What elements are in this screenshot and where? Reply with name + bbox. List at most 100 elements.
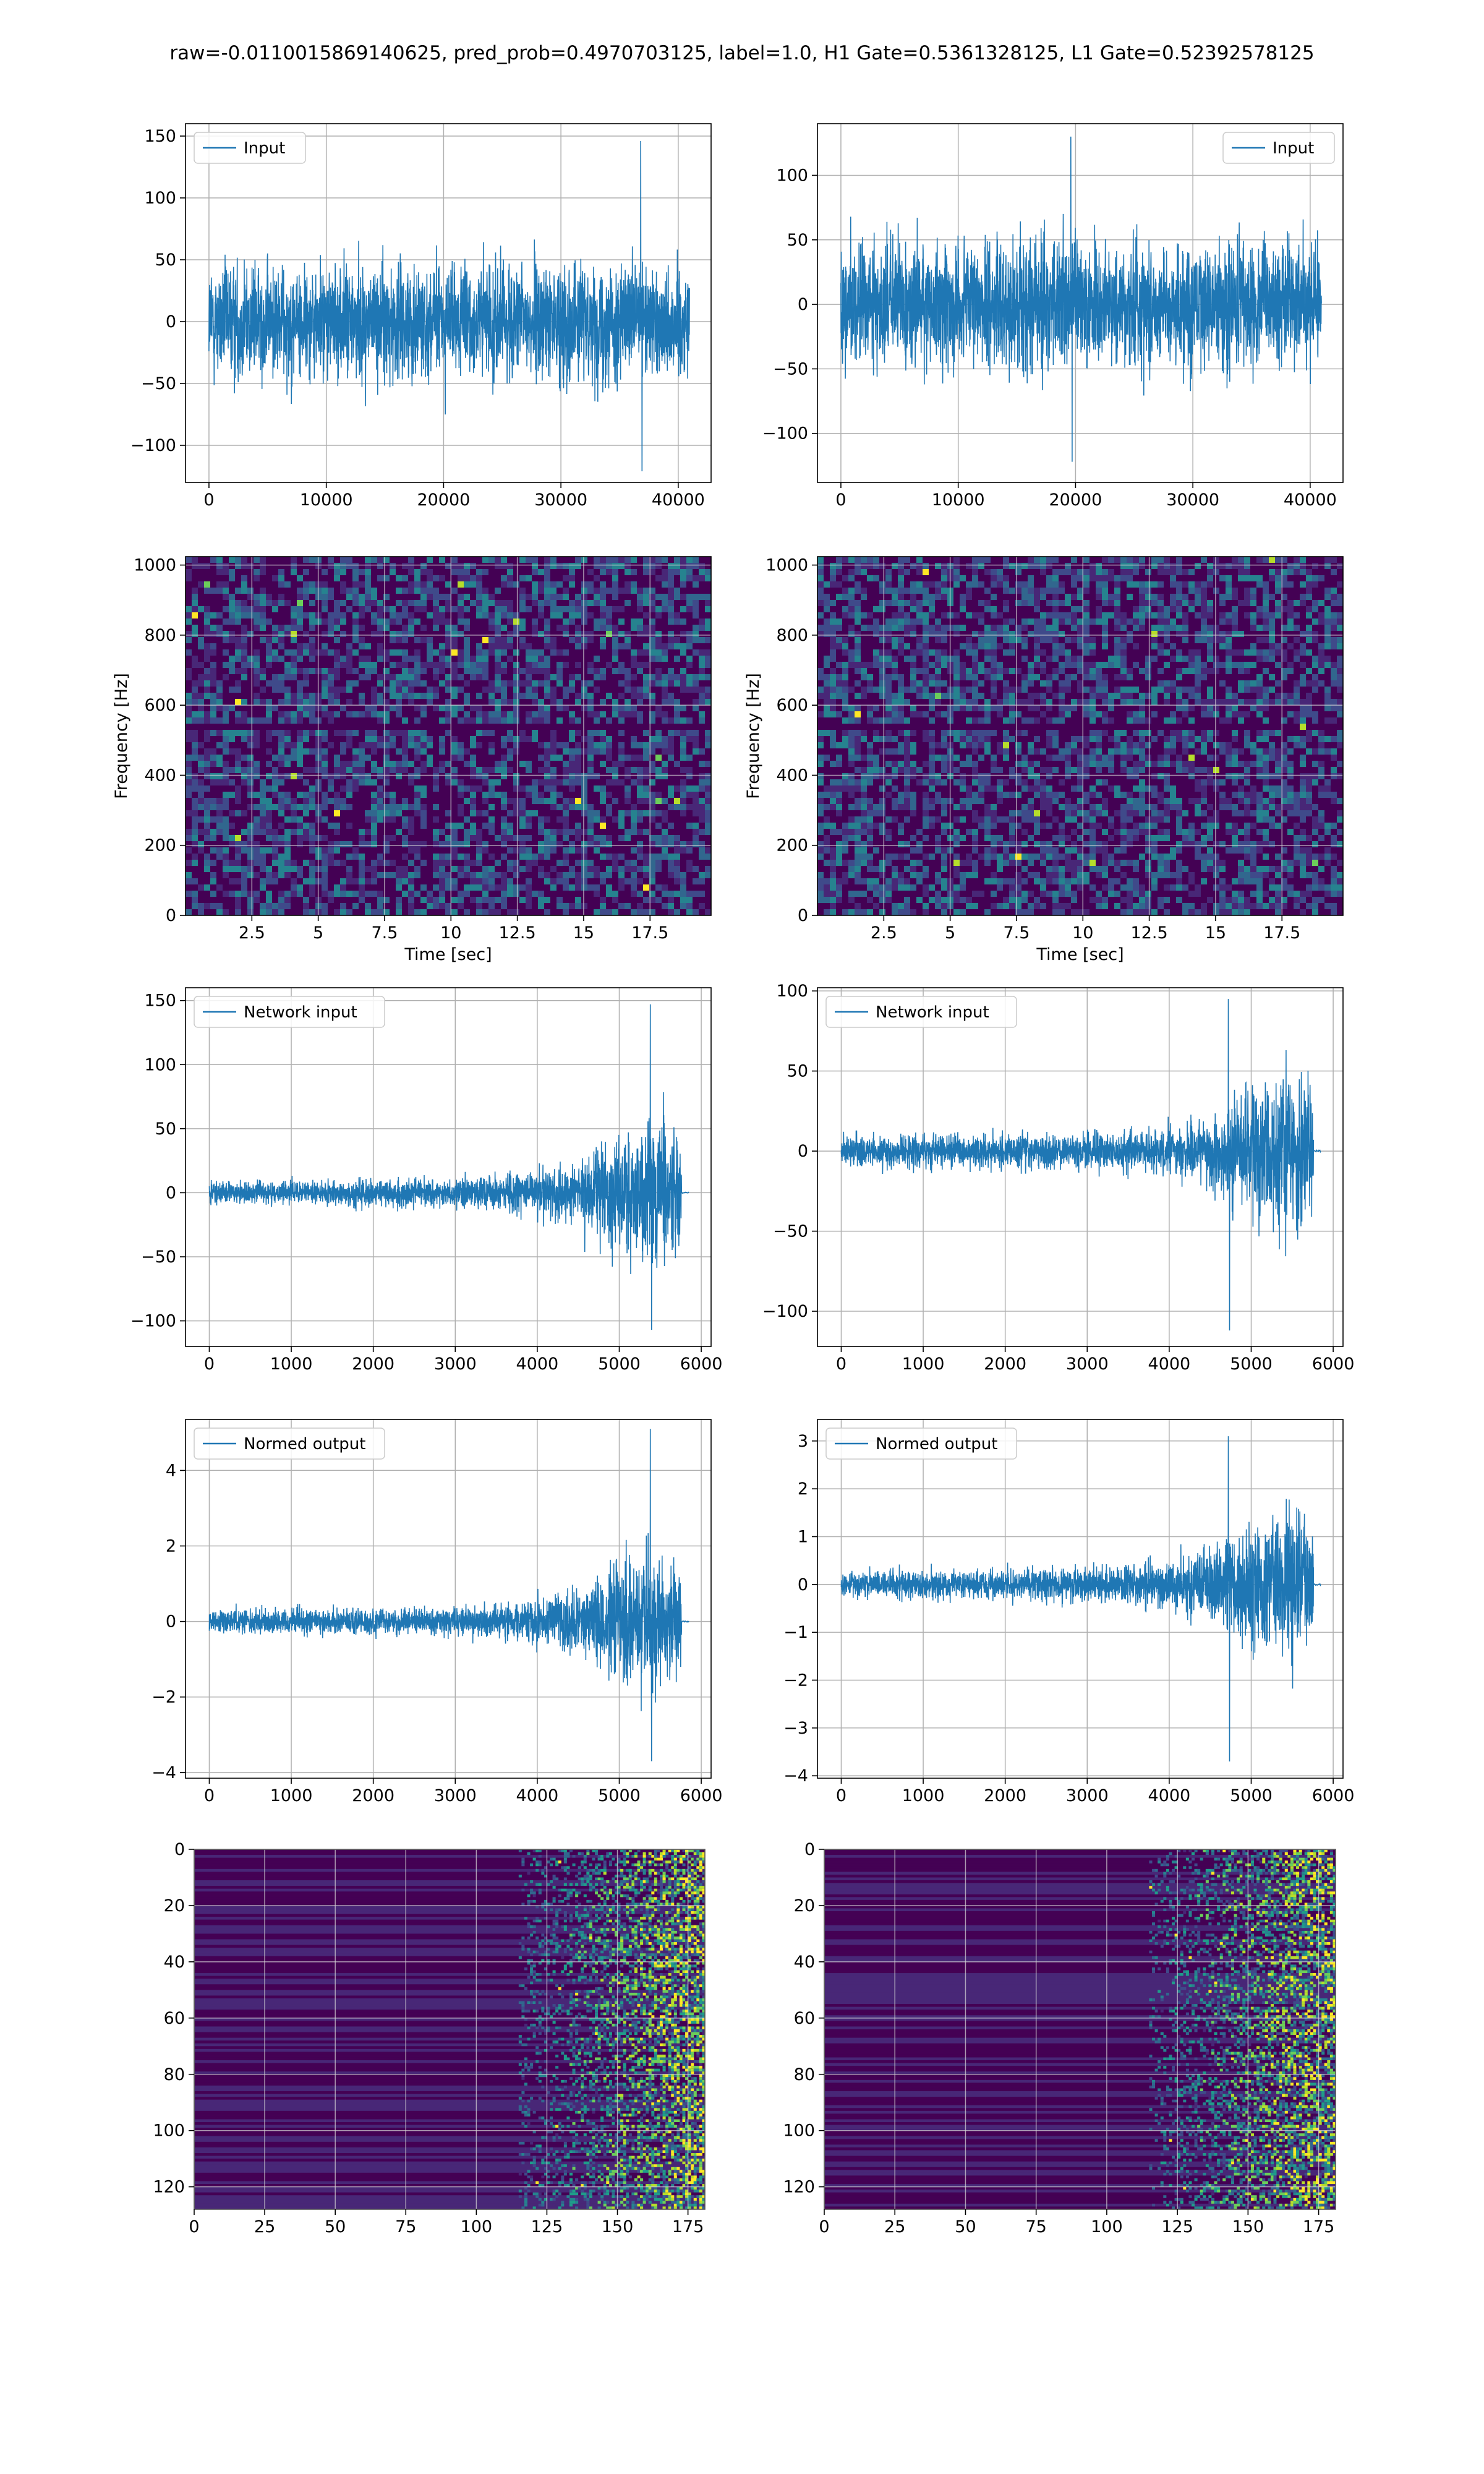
x-tick-label: 5000 (1230, 1786, 1273, 1805)
signal-line-input-left (208, 140, 690, 472)
x-tick-label: 3000 (1066, 1786, 1109, 1805)
x-tick-label: 20000 (1049, 490, 1102, 510)
y-tick-label: 200 (776, 836, 808, 855)
y-tick-label: −50 (773, 1222, 808, 1241)
x-tick-label: 7.5 (371, 923, 398, 943)
plot-area (817, 1419, 1343, 1778)
y-tick-label: 0 (166, 312, 176, 332)
legend-label: Network input (876, 1003, 989, 1022)
y-tick-label: 2 (798, 1479, 808, 1499)
chart-panel-normed-output-left: 0 1000 2000 3000 4000 5000 6000 −4 −2 0 2 4 Normed o… (151, 1419, 722, 1805)
y-tick-label: −50 (141, 1248, 176, 1267)
legend: Normed output (194, 1427, 385, 1460)
plot-area (817, 124, 1343, 482)
chart-panel-feature-map-right: 0 25 50 75 100 125 150 175 0 20 40 60 80 100 120 (783, 1840, 1336, 2236)
grid-lines (186, 988, 711, 1346)
y-tick-label: 600 (144, 696, 176, 715)
x-tick-label: 50 (325, 2217, 346, 2236)
feature-map-cells (824, 1849, 1336, 2209)
x-tick-label: 25 (884, 2217, 905, 2236)
x-tick-label: 0 (836, 1786, 846, 1805)
y-tick-label: −50 (773, 359, 808, 379)
signal-line-network-input-left (208, 1004, 689, 1330)
x-tick-label: 0 (204, 1355, 215, 1374)
axis-ticks: 0 25 50 75 100 125 150 175 0 20 40 60 80 100 120 (153, 1840, 704, 2236)
y-tick-label: 0 (166, 1612, 176, 1632)
y-tick-label: 400 (776, 766, 808, 785)
chart-panel-spectrogram-left: 2.5 5 7.5 10 12.5 15 17.5 0 200 400 600 800 1000 Time… (112, 556, 712, 964)
x-axis-label: Time [sec] (404, 945, 492, 964)
y-tick-label: 0 (166, 1183, 176, 1202)
x-tick-label: 17.5 (1263, 923, 1300, 943)
signal-line-normed-output-right (840, 1436, 1321, 1761)
x-tick-label: 5000 (598, 1355, 641, 1374)
axes-frame (185, 123, 712, 483)
x-tick-label: 0 (835, 490, 846, 510)
x-tick-label: 125 (531, 2217, 563, 2236)
y-tick-label: 20 (164, 1896, 185, 1915)
x-tick-label: 0 (189, 2217, 199, 2236)
chart-panel-network-input-right: 0 1000 2000 3000 4000 5000 6000 −100 −50 0 50 100 Ne… (762, 982, 1355, 1374)
y-tick-label: −4 (783, 1766, 808, 1786)
y-tick-label: 0 (798, 1575, 808, 1594)
y-tick-label: 0 (804, 1840, 815, 1859)
axes-frame (185, 556, 712, 916)
y-axis-label: Frequency [Hz] (112, 673, 131, 799)
x-tick-label: 25 (254, 2217, 275, 2236)
x-tick-label: 175 (1303, 2217, 1335, 2236)
axes-frame (817, 123, 1344, 483)
x-tick-label: 75 (1025, 2217, 1046, 2236)
x-tick-label: 15 (1205, 923, 1226, 943)
y-tick-label: 100 (776, 982, 808, 1001)
axis-ticks: 0 1000 2000 3000 4000 5000 6000 −4 −3 −2 −1 0 1 2 3 (783, 1432, 1354, 1805)
x-tick-label: 12.5 (499, 923, 536, 943)
y-tick-label: 800 (144, 626, 176, 645)
axis-ticks: 0 25 50 75 100 125 150 175 0 20 40 60 80 100 120 (783, 1840, 1334, 2236)
x-tick-label: 100 (1091, 2217, 1123, 2236)
x-tick-label: 10000 (300, 490, 353, 510)
feature-map-cells (194, 1849, 705, 2209)
x-tick-label: 150 (602, 2217, 634, 2236)
x-tick-label: 6000 (680, 1786, 723, 1805)
axis-ticks: 2.5 5 7.5 10 12.5 15 17.5 0 200 400 600 800 1000 (765, 556, 1300, 943)
signal-line-input-right (840, 136, 1322, 462)
y-tick-label: 1 (798, 1527, 808, 1546)
axis-ticks: 0 1000 2000 3000 4000 5000 6000 −100 −50 0 50 100 (762, 982, 1355, 1374)
y-axis-label: Frequency [Hz] (744, 673, 763, 799)
axes-frame (817, 987, 1344, 1347)
y-tick-label: 1000 (765, 556, 808, 575)
legend: Input (194, 132, 306, 164)
y-tick-label: 100 (153, 2121, 185, 2141)
axes-frame (194, 1849, 706, 2210)
legend-label: Input (1273, 139, 1314, 158)
x-tick-label: 0 (836, 1355, 846, 1374)
x-tick-label: 125 (1161, 2217, 1193, 2236)
y-tick-label: 1000 (134, 556, 176, 575)
y-tick-label: 400 (144, 766, 176, 785)
axes-frame (824, 1849, 1336, 2210)
y-tick-label: 0 (798, 1142, 808, 1161)
y-tick-label: 0 (174, 1840, 185, 1859)
x-tick-label: 20000 (417, 490, 470, 510)
signal-line-normed-output-left (208, 1429, 689, 1761)
x-tick-label: 2.5 (871, 923, 897, 943)
figure-title: raw=-0.0110015869140625, pred_prob=0.497… (169, 42, 1315, 64)
x-tick-label: 6000 (1312, 1355, 1355, 1374)
x-tick-label: 100 (461, 2217, 493, 2236)
axes-frame (817, 556, 1344, 916)
plot-area (186, 557, 711, 915)
axis-ticks: 0 10000 20000 30000 40000 −100 −50 0 50 100 150 (130, 127, 705, 510)
x-tick-label: 30000 (1166, 490, 1219, 510)
spectrogram-cells (186, 557, 711, 915)
x-tick-label: 10 (440, 923, 461, 943)
plot-area (186, 1419, 711, 1778)
x-tick-label: 10 (1072, 923, 1093, 943)
legend: Input (1222, 132, 1335, 164)
x-axis-label: Time [sec] (1036, 945, 1124, 964)
chart-panel-network-input-left: 0 1000 2000 3000 4000 5000 6000 −100 −50 0 50 100 15… (130, 987, 722, 1374)
y-tick-label: −2 (151, 1688, 176, 1707)
x-tick-label: 0 (819, 2217, 829, 2236)
x-tick-label: 0 (203, 490, 214, 510)
chart-panel-input-right: 0 10000 20000 30000 40000 −100 −50 0 50 100 Input (762, 123, 1344, 510)
x-tick-label: 5 (313, 923, 323, 943)
